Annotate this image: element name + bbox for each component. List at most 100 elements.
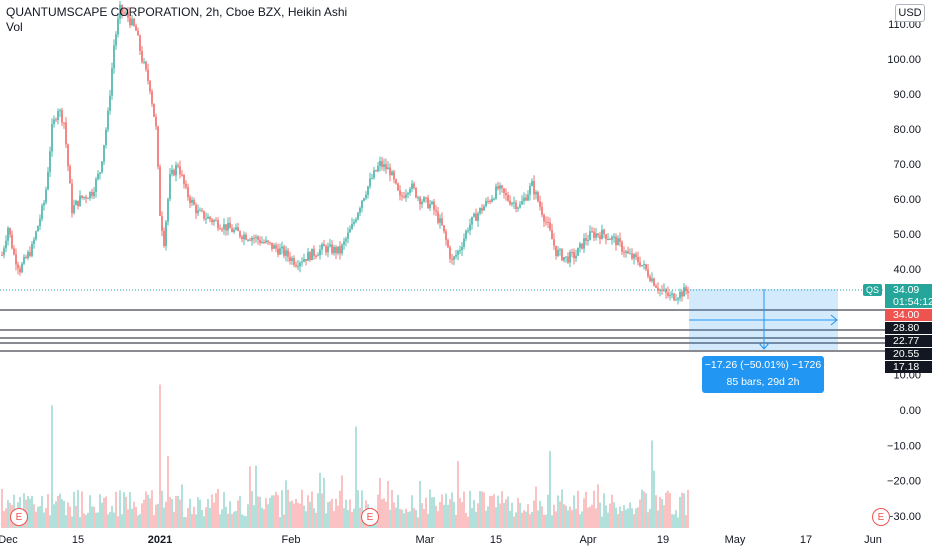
candle-body — [585, 238, 587, 241]
candle-body — [297, 266, 299, 268]
volume-bar — [233, 511, 235, 528]
candle-body — [655, 285, 657, 288]
candle-body — [467, 230, 469, 232]
candle-body — [215, 220, 217, 222]
candle-body — [31, 243, 33, 256]
volume-bar — [581, 511, 583, 528]
volume-bar — [289, 501, 291, 528]
volume-bar — [517, 497, 519, 528]
volume-label[interactable]: Vol — [6, 20, 23, 34]
earnings-marker[interactable]: E — [872, 508, 890, 526]
candle-body — [635, 254, 637, 257]
candle-body — [573, 252, 575, 259]
candle-body — [193, 199, 195, 205]
volume-bar — [529, 514, 531, 528]
earnings-marker[interactable]: E — [361, 508, 379, 526]
volume-bar — [457, 461, 459, 528]
candle-body — [279, 248, 281, 255]
candle-body — [145, 61, 147, 70]
volume-bar — [223, 492, 225, 528]
volume-bar — [75, 505, 77, 528]
candle-body — [587, 240, 589, 242]
candle-body — [595, 233, 597, 238]
symbol-title[interactable]: QUANTUMSCAPE CORPORATION, 2h, Cboe BZX, … — [6, 5, 348, 19]
volume-bar — [125, 496, 127, 528]
volume-bar — [449, 499, 451, 528]
volume-bar — [503, 502, 505, 528]
candle-body — [411, 183, 413, 189]
candle-body — [371, 177, 373, 179]
candle-body — [339, 246, 341, 254]
candle-body — [191, 199, 193, 203]
candle-body — [549, 222, 551, 230]
candle-body — [619, 238, 621, 242]
candle-body — [623, 251, 625, 253]
candle-body — [643, 264, 645, 266]
volume-bar — [383, 498, 385, 528]
volume-bar — [301, 489, 303, 528]
volume-bar — [191, 513, 193, 528]
volume-bar — [199, 499, 201, 528]
candle-body — [355, 219, 357, 222]
candle-body — [97, 173, 99, 179]
candle-body — [639, 262, 641, 266]
candle-body — [515, 202, 517, 209]
candle-body — [57, 110, 59, 120]
volume-bar — [329, 501, 331, 528]
volume-bar — [429, 489, 431, 528]
candle-body — [229, 222, 231, 229]
volume-bar — [639, 499, 641, 528]
candle-body — [415, 187, 417, 198]
volume-bar — [251, 491, 253, 528]
candle-body — [345, 238, 347, 242]
currency-button[interactable]: USD — [895, 4, 925, 22]
volume-bar — [587, 507, 589, 528]
volume-bar — [273, 495, 275, 528]
volume-bar — [101, 502, 103, 528]
candle-body — [555, 245, 557, 256]
volume-bar — [633, 514, 635, 528]
volume-bar — [631, 508, 633, 528]
volume-bar — [127, 509, 129, 528]
candle-body — [277, 248, 279, 255]
candle-body — [507, 195, 509, 201]
candle-body — [15, 254, 17, 265]
volume-bar — [73, 491, 75, 528]
price-axis-label: 50.00 — [893, 229, 921, 241]
candle-body — [305, 259, 307, 261]
candle-body — [661, 289, 663, 291]
candle-body — [127, 12, 129, 18]
candle-body — [89, 191, 91, 199]
volume-bar — [485, 510, 487, 528]
candle-body — [383, 164, 385, 167]
volume-bar — [331, 498, 333, 528]
candle-body — [203, 210, 205, 219]
volume-bar — [461, 502, 463, 528]
volume-bar — [619, 506, 621, 528]
volume-bar — [167, 456, 169, 528]
volume-bar — [629, 502, 631, 528]
volume-bar — [427, 513, 429, 528]
volume-bar — [425, 497, 427, 528]
candle-body — [45, 189, 47, 203]
candle-body — [205, 218, 207, 220]
earnings-marker[interactable]: E — [10, 508, 28, 526]
candle-body — [519, 204, 521, 208]
candle-body — [405, 194, 407, 198]
volume-bar — [609, 503, 611, 528]
candle-body — [69, 166, 71, 184]
volume-bar — [237, 500, 239, 528]
volume-bar — [349, 499, 351, 528]
volume-bar — [81, 491, 83, 528]
volume-bar — [323, 477, 325, 528]
candle-body — [673, 293, 675, 301]
volume-bar — [201, 509, 203, 528]
candle-body — [527, 194, 529, 201]
volume-bar — [379, 478, 381, 528]
candle-body — [197, 210, 199, 214]
volume-bar — [483, 492, 485, 528]
candle-body — [251, 237, 253, 241]
candle-body — [473, 213, 475, 217]
candle-body — [615, 236, 617, 246]
